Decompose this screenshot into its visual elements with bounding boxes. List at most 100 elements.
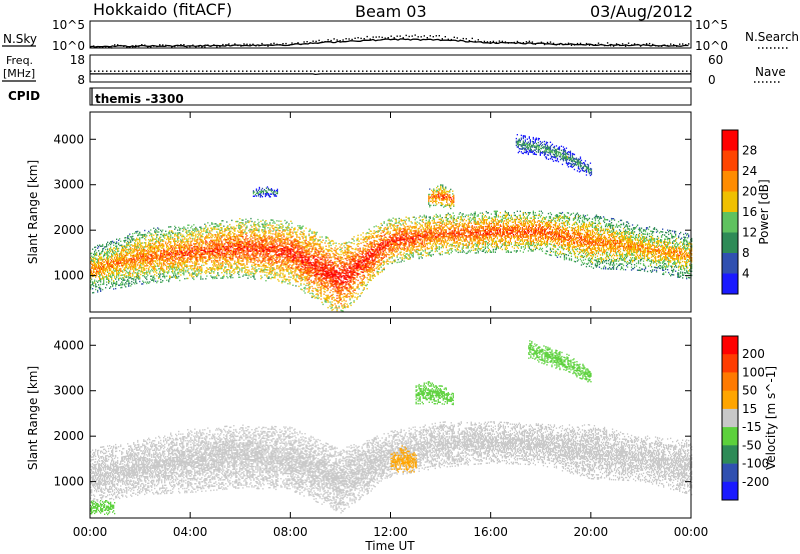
heatmap-cell xyxy=(91,271,92,272)
heatmap-cell xyxy=(149,235,150,236)
heatmap-cell xyxy=(111,279,112,280)
nsearch-point xyxy=(475,41,476,42)
heatmap-cell xyxy=(174,239,175,240)
heatmap-cell xyxy=(170,241,171,242)
nsearch-point xyxy=(222,44,223,45)
heatmap-cell xyxy=(105,287,106,288)
heatmap-cell xyxy=(112,250,113,251)
heatmap-cell xyxy=(152,262,153,263)
heatmap-cell xyxy=(114,277,115,278)
heatmap-cell xyxy=(178,238,179,239)
heatmap-cell xyxy=(170,237,171,238)
heatmap-cell xyxy=(147,272,148,273)
heatmap-cell xyxy=(101,256,102,257)
heatmap-cell xyxy=(130,251,131,252)
heatmap-cell xyxy=(158,278,159,279)
nsearch-point xyxy=(370,38,371,39)
heatmap-cell xyxy=(102,249,103,250)
heatmap-cell xyxy=(156,253,157,254)
heatmap-cell xyxy=(123,254,124,255)
heatmap-cell xyxy=(177,269,178,270)
heatmap-cell xyxy=(134,248,135,249)
heatmap-cell xyxy=(92,288,93,289)
heatmap-cell xyxy=(172,276,173,277)
heatmap-cell xyxy=(169,275,170,276)
heatmap-cell xyxy=(155,266,156,267)
heatmap-cell xyxy=(126,275,127,276)
heatmap-cell xyxy=(175,275,176,276)
nsearch-point xyxy=(586,43,587,44)
heatmap-cell xyxy=(118,240,119,241)
heatmap-cell xyxy=(160,252,161,253)
heatmap-cell xyxy=(153,255,154,256)
heatmap-cell xyxy=(109,288,110,289)
heatmap-cell xyxy=(145,282,146,283)
heatmap-cell xyxy=(166,247,167,248)
heatmap-cell xyxy=(139,278,140,279)
heatmap-cell xyxy=(130,276,131,277)
heatmap-cell xyxy=(123,251,124,252)
heatmap-cell xyxy=(116,284,117,285)
heatmap-cell xyxy=(148,231,149,232)
heatmap-cell xyxy=(142,237,143,238)
heatmap-cell xyxy=(125,282,126,283)
nsearch-point xyxy=(249,44,250,45)
heatmap-cell xyxy=(160,254,161,255)
heatmap-cell xyxy=(100,280,101,281)
heatmap-cell xyxy=(108,258,109,259)
heatmap-cell xyxy=(104,274,105,275)
nsearch-point xyxy=(589,45,590,46)
heatmap-cell xyxy=(175,233,176,234)
heatmap-cell xyxy=(138,273,139,274)
nsearch-point xyxy=(96,47,97,48)
heatmap-cell xyxy=(113,245,114,246)
heatmap-cell xyxy=(149,232,150,233)
heatmap-cell xyxy=(135,263,136,264)
heatmap-cell xyxy=(130,277,131,278)
heatmap-cell xyxy=(112,286,113,287)
nave-label: Nave xyxy=(755,65,786,79)
heatmap-cell xyxy=(167,261,168,262)
nsearch-point xyxy=(364,38,365,39)
nsearch-point xyxy=(195,46,196,47)
heatmap-cell xyxy=(162,258,163,259)
heatmap-cell xyxy=(98,264,99,265)
heatmap-cell xyxy=(126,276,127,277)
heatmap-cell xyxy=(124,259,125,260)
heatmap-cell xyxy=(150,262,151,263)
heatmap-cell xyxy=(121,245,122,246)
heatmap-cell xyxy=(125,240,126,241)
heatmap-cell xyxy=(153,228,154,229)
heatmap-cell xyxy=(169,230,170,231)
heatmap-cell xyxy=(174,272,175,273)
nsearch-point xyxy=(631,44,632,45)
heatmap-cell xyxy=(147,246,148,247)
heatmap-cell xyxy=(104,261,105,262)
nsearch-point xyxy=(514,42,515,43)
heatmap-cell xyxy=(100,289,101,290)
heatmap-cell xyxy=(153,277,154,278)
heatmap-cell xyxy=(114,257,115,258)
rti-plot: Hokkaido (fitACF) Beam 03 03/Aug/2012 N.… xyxy=(0,0,800,554)
heatmap-cell xyxy=(151,263,152,264)
heatmap-cell xyxy=(145,234,146,235)
nsearch-label: N.Search xyxy=(745,30,799,44)
nsearch-point xyxy=(357,37,358,38)
heatmap-cell xyxy=(148,270,149,271)
heatmap-cell xyxy=(138,247,139,248)
heatmap-cell xyxy=(112,254,113,255)
heatmap-cell xyxy=(167,243,168,244)
heatmap-cell xyxy=(169,260,170,261)
nsearch-point xyxy=(532,41,533,42)
heatmap-cell xyxy=(152,278,153,279)
heatmap-cell xyxy=(177,239,178,240)
heatmap-cell xyxy=(158,231,159,232)
heatmap-cell xyxy=(178,272,179,273)
heatmap-cell xyxy=(162,230,163,231)
heatmap-cell xyxy=(153,281,154,282)
heatmap-cell xyxy=(133,278,134,279)
heatmap-cell xyxy=(159,264,160,265)
nsearch-point xyxy=(394,37,395,38)
nsearch-point xyxy=(466,38,467,39)
heatmap-cell xyxy=(127,279,128,280)
